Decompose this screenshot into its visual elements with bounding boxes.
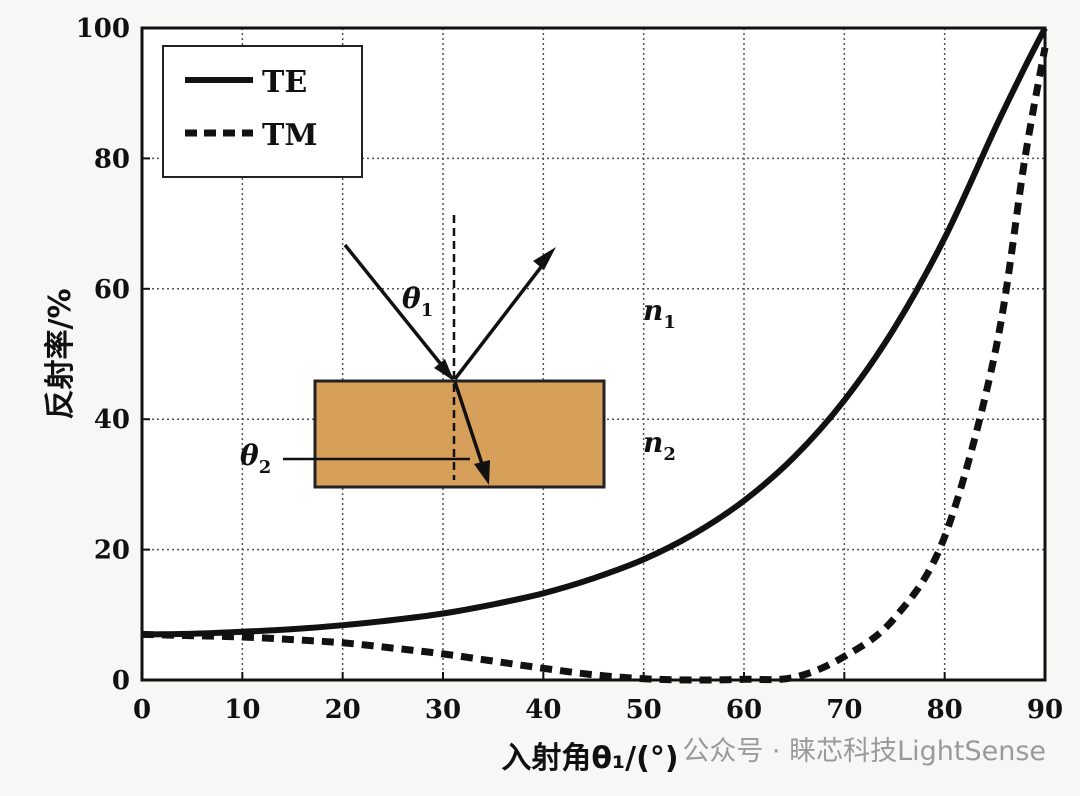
incident-ray-arrowhead (434, 359, 454, 381)
plot-frame (140, 26, 1047, 682)
x-tick-label: 30 (425, 695, 461, 725)
x-tick-labels: 0 10 20 30 40 50 60 70 80 90 (133, 695, 1063, 725)
legend-label-tm: TM (262, 118, 318, 153)
x-tick-label: 50 (626, 695, 662, 725)
x-axis-label: 入射角θ₁/(°) (501, 741, 678, 776)
y-tick-label: 60 (94, 275, 130, 305)
y-tick-label: 40 (94, 405, 130, 435)
y-tick-label: 100 (76, 14, 130, 44)
refraction-inset: θ1 θ2 n1 n2 (240, 215, 676, 489)
x-tick-label: 90 (1027, 695, 1063, 725)
refracted-ray-arrowhead (474, 460, 490, 485)
y-tick-label: 80 (94, 144, 130, 174)
x-tick-label: 10 (224, 695, 260, 725)
x-tick-label: 40 (525, 695, 561, 725)
x-tick-label: 60 (726, 695, 762, 725)
theta1-label: θ1 (402, 282, 433, 321)
y-tick-label: 20 (94, 536, 130, 566)
x-tick-label: 20 (325, 695, 361, 725)
y-tick-labels: 0 20 40 60 80 100 (76, 14, 130, 696)
y-axis-label: 反射率/% (43, 288, 78, 419)
reflected-ray-arrowhead (533, 247, 556, 270)
y-tick-label: 0 (112, 666, 130, 696)
refracted-ray (453, 381, 486, 471)
x-tick-label: 80 (927, 695, 963, 725)
watermark: 公众号 · 睐芯科技LightSense (682, 736, 1046, 767)
reflected-ray (453, 256, 550, 381)
n1-label: n1 (643, 294, 676, 333)
series-line-te (141, 26, 1048, 638)
legend-box (162, 45, 363, 178)
x-tick-label: 70 (826, 695, 862, 725)
n2-label: n2 (643, 426, 676, 465)
x-tick-label: 0 (133, 695, 151, 725)
legend-label-te: TE (262, 65, 307, 100)
theta2-label: θ2 (240, 439, 271, 478)
incident-ray (343, 243, 454, 380)
legend: TE TM (162, 45, 363, 178)
